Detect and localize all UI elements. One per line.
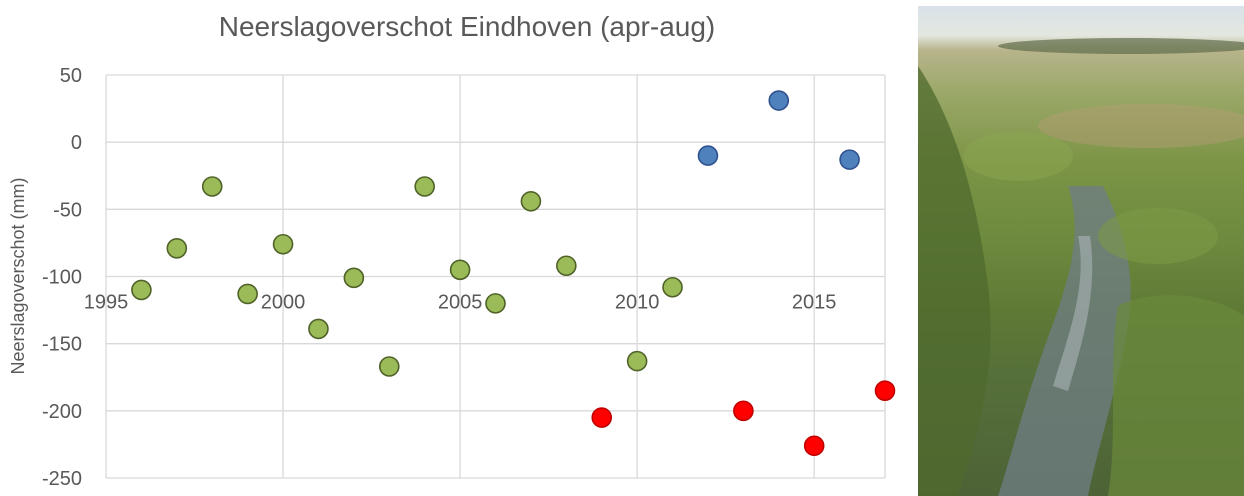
grass-tussock-shape [1108, 295, 1244, 496]
data-point [839, 149, 860, 170]
data-point [733, 400, 754, 422]
grass-tuft-shape [1098, 208, 1218, 264]
heathland-wetland-photo [918, 6, 1244, 496]
y-tick-label: -200 [42, 401, 82, 423]
x-tick-label: 2010 [615, 292, 660, 314]
x-tick-label: 2005 [438, 292, 483, 314]
water-reflection-shape [1053, 236, 1093, 391]
data-point [131, 279, 152, 301]
scatter-chart: Neerslagoverschot Eindhoven (apr-aug) Ne… [8, 11, 896, 490]
grid-lines [105, 74, 886, 479]
data-point [272, 233, 294, 255]
data-point [308, 318, 329, 340]
grass-bank-shape [918, 66, 991, 496]
y-tick-label: -250 [42, 468, 82, 490]
data-point [697, 145, 719, 166]
data-point [343, 267, 365, 289]
data-point [485, 293, 506, 314]
x-tick-label: 1995 [84, 292, 129, 314]
heather-patch-shape [1038, 104, 1244, 148]
data-point [520, 190, 542, 212]
x-tick-label: 2015 [792, 292, 837, 314]
y-tick-label: 50 [60, 65, 82, 87]
data-point [662, 276, 683, 298]
x-tick-labels: 1995 2000 2005 2010 2015 [84, 292, 837, 314]
grass-tuft-shape [963, 131, 1073, 181]
data-point [874, 380, 896, 401]
treeline-shape [998, 38, 1244, 54]
y-tick-label: 0 [71, 132, 82, 154]
data-point [556, 255, 577, 277]
y-tick-label: -50 [53, 199, 82, 221]
water-channel-shape [998, 186, 1131, 496]
data-point [803, 435, 825, 457]
x-tick-label: 2000 [261, 292, 306, 314]
data-point [626, 350, 648, 372]
data-point [378, 356, 400, 377]
y-tick-labels: 50 0 -50 -100 -150 -200 -250 [42, 65, 82, 490]
chart-title: Neerslagoverschot Eindhoven (apr-aug) [219, 11, 716, 42]
data-point [449, 259, 471, 281]
data-point [768, 90, 790, 111]
y-axis-title: Neerslagoverschot (mm) [8, 177, 28, 374]
data-point [166, 237, 188, 259]
data-points [131, 90, 896, 457]
y-tick-label: -150 [42, 334, 82, 356]
y-tick-label: -100 [42, 267, 82, 289]
data-point [414, 176, 435, 197]
data-point [201, 176, 223, 197]
data-point [237, 283, 258, 305]
data-point [591, 407, 613, 428]
